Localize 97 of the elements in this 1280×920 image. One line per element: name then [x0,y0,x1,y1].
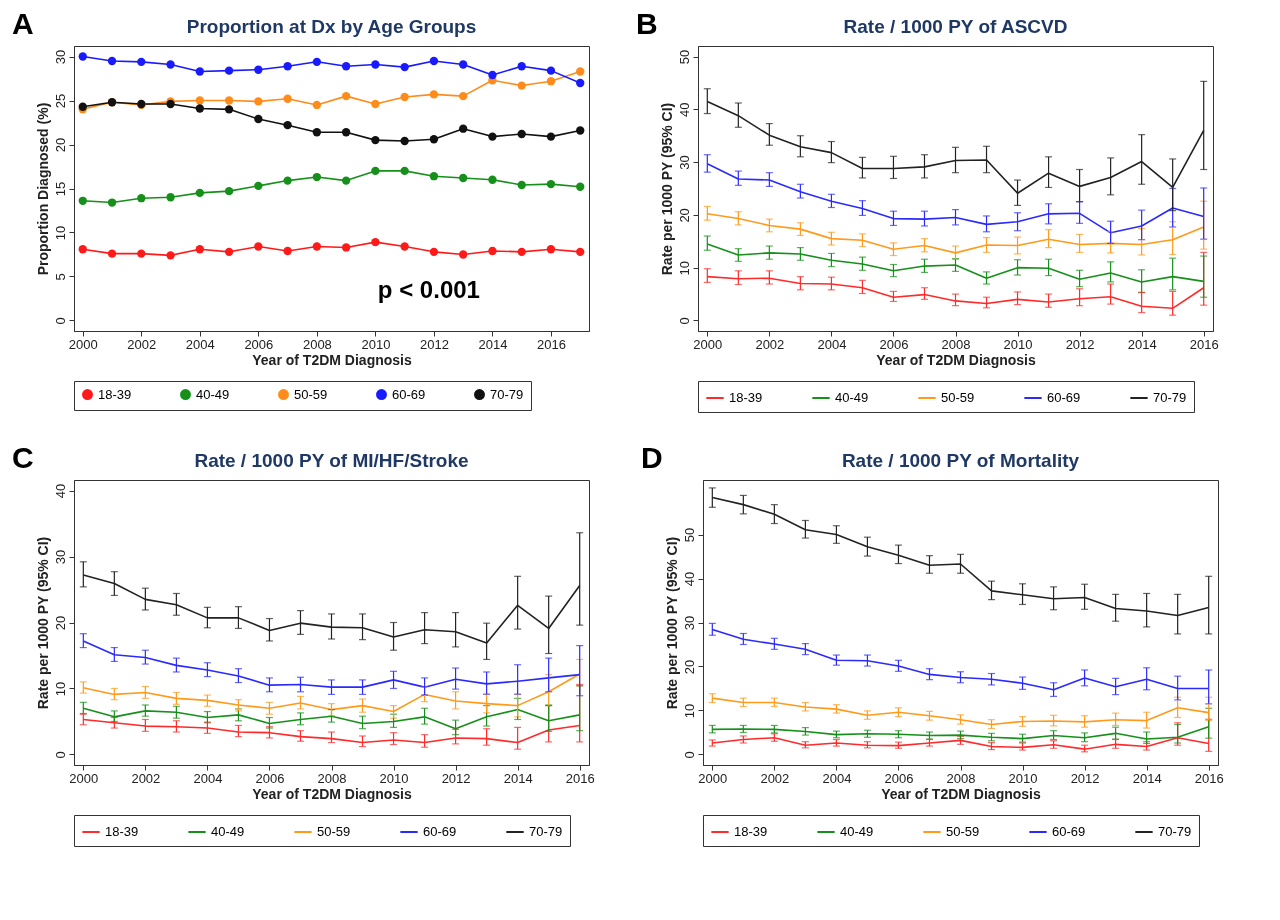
y-tick-label: 30 [676,155,692,170]
y-tick-label: 40 [681,571,697,587]
legend-label: 40-49 [835,390,869,405]
x-tick-label: 2014 [503,770,533,786]
x-tick-label: 2016 [565,770,595,786]
y-tick-label: 20 [52,137,68,153]
y-tick-label: 0 [52,751,68,759]
legend-label: 18-39 [105,824,139,839]
x-tick-label: 2016 [1189,336,1219,352]
y-tick-label: 20 [676,208,692,223]
annotation: p < 0.001 [377,276,480,304]
legend-label: 50-59 [941,390,975,405]
text: D [641,441,663,474]
y-tick-label: 10 [52,225,68,241]
legend-label: 60-69 [1052,824,1086,839]
x-axis-title: Year of T2DM Diagnosis [881,785,1041,802]
x-tick-label: 2008 [302,336,332,352]
x-tick-label: 2002 [755,336,785,352]
y-tick-label: 50 [676,49,692,65]
y-tick-label: 30 [52,549,68,565]
x-tick-label: 2000 [693,336,723,352]
x-tick-label: 2012 [419,336,449,352]
y-tick-label: 30 [52,49,68,65]
y-tick-label: 50 [681,527,697,543]
x-tick-label: 2004 [185,336,215,352]
y-tick-label: 10 [676,260,692,276]
legend-label: 60-69 [1047,390,1081,405]
x-tick-label: 2006 [884,770,914,786]
legend-label: 40-49 [196,386,230,402]
text: B [636,7,658,40]
x-tick-label: 2008 [941,336,971,352]
chart-title: Rate / 1000 PY of MI/HF/Stroke [194,450,469,471]
y-tick-label: 10 [52,681,68,697]
y-tick-label: 10 [681,703,697,719]
x-tick-label: 2016 [1194,770,1224,786]
x-tick-label: 2012 [1065,336,1095,352]
x-tick-label: 2012 [1070,770,1100,786]
text: C [12,441,34,474]
x-axis-title: Year of T2DM Diagnosis [252,351,412,368]
y-axis-title: Rate per 1000 PY (95% CI) [34,536,51,710]
chart-title: Rate / 1000 PY of ASCVD [843,16,1068,37]
y-tick-label: 0 [52,317,68,325]
x-tick-label: 2000 [68,336,98,352]
x-axis-title: Year of T2DM Diagnosis [876,351,1036,368]
legend-label: 18-39 [734,824,768,839]
x-tick-label: 2000 [69,770,99,786]
legend-label: 70-79 [1153,390,1187,405]
x-tick-label: 2002 [127,336,157,352]
x-tick-label: 2006 [255,770,285,786]
x-tick-label: 2008 [317,770,347,786]
y-tick-label: 5 [52,273,68,281]
x-tick-label: 2000 [698,770,728,786]
x-tick-label: 2004 [193,770,223,786]
legend-label: 50-59 [946,824,980,839]
x-tick-label: 2010 [1008,770,1038,786]
y-axis-title: Proportion Diagnosed (%) [34,102,51,276]
y-tick-label: 15 [52,181,68,197]
x-axis-title: Year of T2DM Diagnosis [252,785,412,802]
y-tick-label: 30 [681,615,697,631]
legend-label: 18-39 [98,386,132,402]
y-tick-label: 20 [52,615,68,631]
legend-label: 60-69 [392,386,426,402]
x-tick-label: 2002 [131,770,161,786]
legend-label: 40-49 [840,824,874,839]
x-tick-label: 2002 [760,770,790,786]
x-tick-label: 2010 [1003,336,1033,352]
text: A [12,7,34,40]
legend-label: 50-59 [317,824,351,839]
x-tick-label: 2004 [817,336,847,352]
x-tick-label: 2006 [244,336,274,352]
y-tick-label: 40 [52,483,68,499]
legend-label: 60-69 [423,824,457,839]
x-tick-label: 2010 [379,770,409,786]
x-tick-label: 2008 [946,770,976,786]
x-tick-label: 2014 [478,336,508,352]
chart-title: Rate / 1000 PY of Mortality [841,450,1080,471]
x-tick-label: 2006 [879,336,909,352]
chart-title: Proportion at Dx by Age Groups [186,16,477,37]
legend-label: 70-79 [1158,824,1192,839]
x-tick-label: 2010 [361,336,391,352]
x-tick-label: 2014 [1127,336,1157,352]
x-tick-label: 2014 [1132,770,1162,786]
legend-label: 70-79 [490,386,524,402]
y-tick-label: 40 [676,102,692,118]
x-tick-label: 2016 [537,336,566,352]
y-axis-title: Rate per 1000 PY (95% CI) [658,102,675,276]
y-tick-label: 25 [52,93,68,109]
y-tick-label: 20 [681,659,697,675]
y-axis-title: Rate per 1000 PY (95% CI) [663,536,680,710]
y-tick-label: 0 [681,751,697,759]
legend-label: 18-39 [729,390,763,405]
legend-label: 70-79 [529,824,563,839]
y-tick-label: 0 [676,317,692,325]
x-tick-label: 2012 [441,770,471,786]
x-tick-label: 2004 [822,770,852,786]
legend-label: 40-49 [211,824,245,839]
legend-label: 50-59 [294,386,328,402]
